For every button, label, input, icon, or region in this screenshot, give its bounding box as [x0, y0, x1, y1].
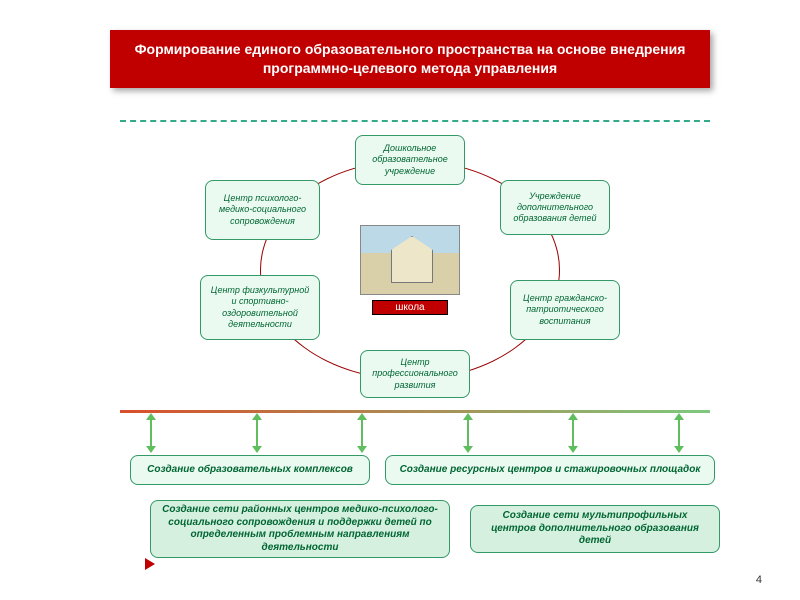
ring-node: Дошкольное образовательное учреждение [355, 135, 465, 185]
gradient-divider [120, 410, 710, 413]
ring-node: Учреждение дополнительного образования д… [500, 180, 610, 235]
outcome-box: Создание сети районных центров медико-пс… [150, 500, 450, 558]
ring-node: Центр профессионального развития [360, 350, 470, 398]
ring-node: Центр гражданско-патриотического воспита… [510, 280, 620, 340]
outcome-box: Создание сети мультипрофильных центров д… [470, 505, 720, 553]
double-arrow-icon [361, 418, 363, 448]
ring-node: Центр психолого-медико-социального сопро… [205, 180, 320, 240]
page-number: 4 [756, 574, 762, 586]
dashed-divider [120, 120, 710, 122]
title-text: Формирование единого образовательного пр… [135, 41, 686, 76]
center-label: школа [372, 300, 448, 315]
double-arrow-icon [572, 418, 574, 448]
outcome-box: Создание ресурсных центров и стажировочн… [385, 455, 715, 485]
ring-diagram: школа Дошкольное образовательное учрежде… [200, 130, 620, 410]
double-arrow-icon [467, 418, 469, 448]
outcome-box: Создание образовательных комплексов [130, 455, 370, 485]
slide: Формирование единого образовательного пр… [30, 10, 770, 590]
double-arrow-icon [150, 418, 152, 448]
double-arrow-icon [678, 418, 680, 448]
arrows-row [150, 418, 680, 448]
center-image-school [360, 225, 460, 295]
ring-node: Центр физкультурной и спортивно-оздорови… [200, 275, 320, 340]
title-bar: Формирование единого образовательного пр… [110, 30, 710, 88]
double-arrow-icon [256, 418, 258, 448]
bullet-marker-icon [145, 558, 155, 570]
